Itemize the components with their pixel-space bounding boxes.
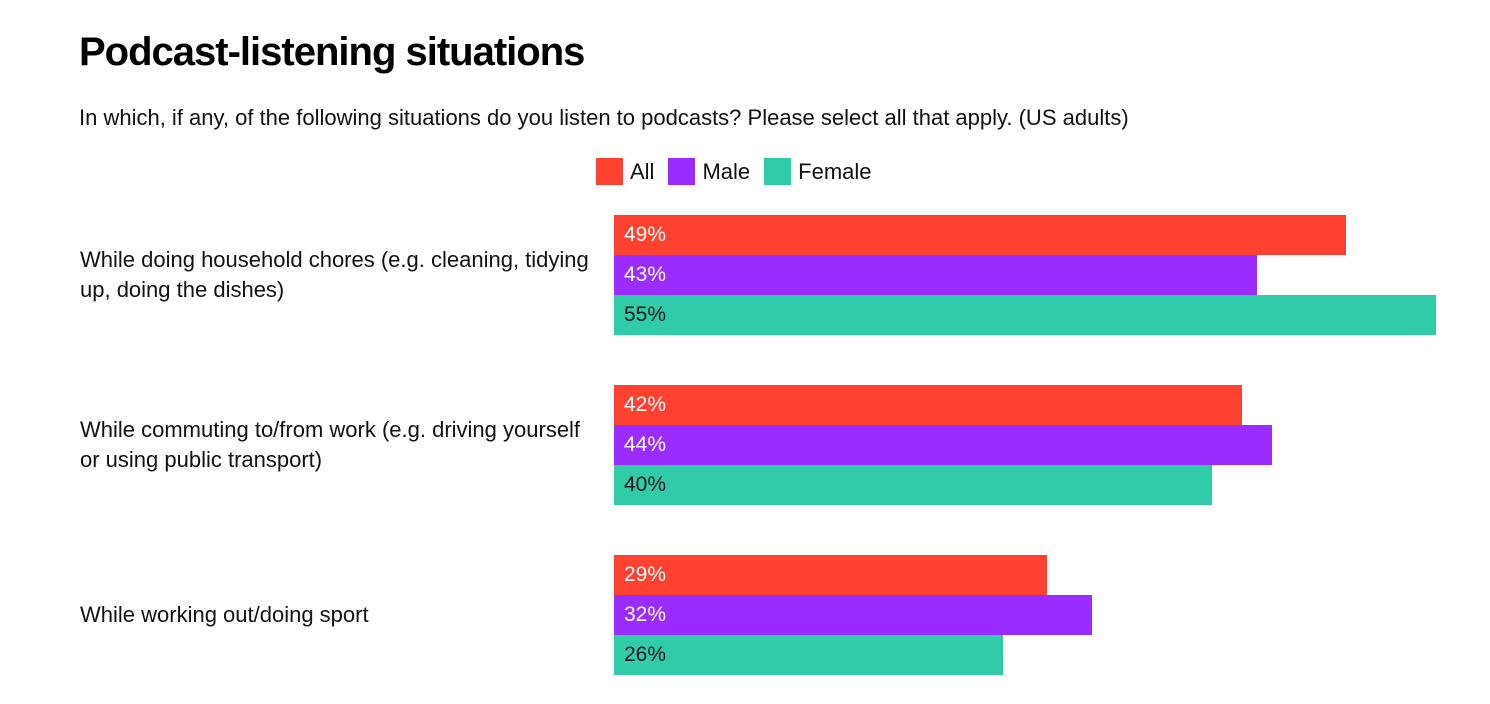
legend-item-all: All <box>596 158 654 185</box>
category-label-commuting: While commuting to/from work (e.g. drivi… <box>80 417 581 472</box>
bar-all-working-out: 29% <box>614 555 1047 595</box>
bar-female-commuting: 40% <box>614 465 1212 505</box>
chart-title: Podcast-listening situations <box>79 30 585 74</box>
legend-label-male: Male <box>702 158 751 184</box>
bar-all-household-chores: 49% <box>614 215 1346 255</box>
bar-male-household-chores: 43% <box>614 255 1257 295</box>
bar-male-commuting: 44% <box>614 425 1272 465</box>
data-label-male-commuting: 44% <box>624 433 667 456</box>
data-label-all-commuting: 42% <box>624 393 667 416</box>
legend-swatch-female <box>764 158 792 185</box>
legend-item-male: Male <box>668 158 750 185</box>
chart-subtitle: In which, if any, of the following situa… <box>79 105 1129 130</box>
bar-male-working-out: 32% <box>614 595 1092 635</box>
bar-female-household-chores: 55% <box>614 295 1436 335</box>
category-label-household-chores: While doing household chores (e.g. clean… <box>80 247 589 302</box>
data-label-all-working-out: 29% <box>624 563 667 586</box>
data-label-all-household-chores: 49% <box>624 223 667 246</box>
data-label-female-commuting: 40% <box>624 473 667 496</box>
legend-label-all: All <box>630 158 655 184</box>
legend-swatch-all <box>596 158 623 185</box>
data-label-male-household-chores: 43% <box>624 263 667 286</box>
data-label-female-household-chores: 55% <box>624 303 667 326</box>
legend-swatch-male <box>668 158 696 185</box>
data-label-male-working-out: 32% <box>624 603 667 626</box>
category-label-working-out: While working out/doing sport <box>80 602 369 627</box>
legend-item-female: Female <box>764 158 872 185</box>
legend: All Male Female <box>596 158 886 185</box>
data-label-female-working-out: 26% <box>624 643 667 666</box>
legend-label-female: Female <box>798 158 872 184</box>
bar-female-working-out: 26% <box>614 635 1003 675</box>
bar-all-commuting: 42% <box>614 385 1242 425</box>
